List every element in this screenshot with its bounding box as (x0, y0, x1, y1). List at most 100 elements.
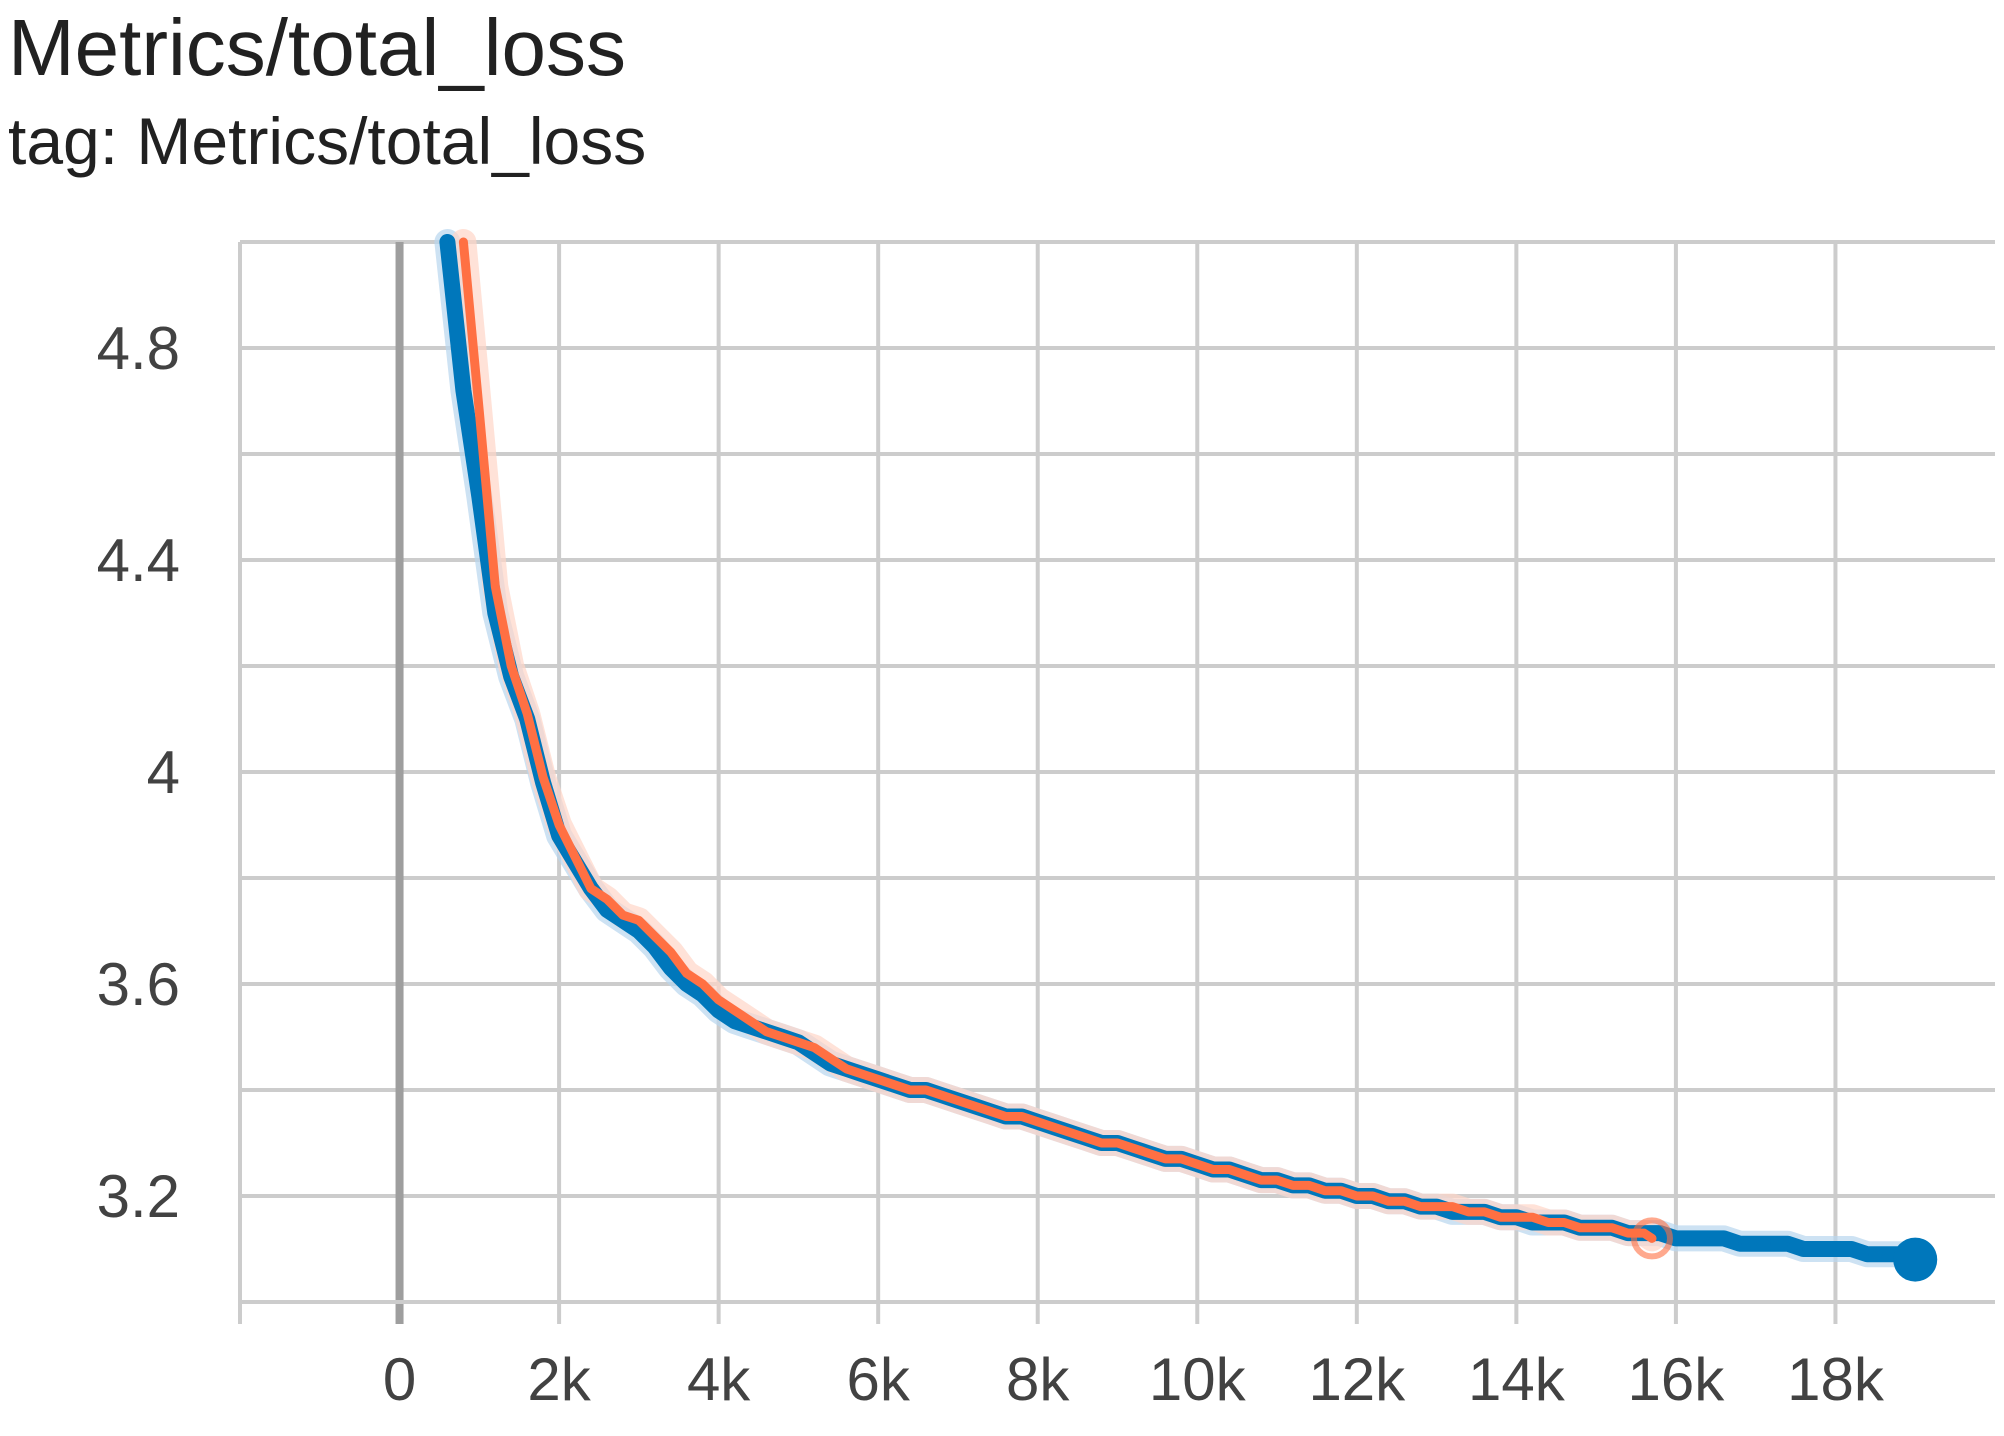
x-tick-label: 10k (1149, 1346, 1247, 1413)
series-1-point (669, 950, 673, 954)
x-tick-label: 6k (846, 1346, 910, 1413)
y-tick-label: 4 (147, 739, 180, 806)
raw-series-layer (434, 229, 1929, 1273)
series-1-point (1650, 1236, 1654, 1240)
y-tick-label: 4.8 (97, 315, 180, 382)
series-0-point (701, 993, 705, 997)
series-0-point (1786, 1242, 1790, 1246)
series-1-point (1498, 1215, 1502, 1219)
series-0-point (1818, 1247, 1821, 1251)
series-1-point (621, 913, 625, 917)
series-1-point (477, 410, 481, 414)
series-0-point (1754, 1242, 1758, 1246)
series-1-point (749, 1019, 753, 1023)
series-0-point (685, 982, 689, 986)
y-axis-ticks: 3.2 3.6 4 4.4 4.8 (97, 315, 180, 1230)
series-1-point (685, 971, 689, 975)
series-1-point (589, 887, 593, 891)
series-1-point (733, 1009, 737, 1012)
series-0-point (1849, 1247, 1853, 1251)
series-1-point (844, 1067, 848, 1071)
series-1-point (573, 855, 577, 859)
series-1-point (1323, 1189, 1327, 1193)
x-tick-label: 8k (1006, 1346, 1070, 1413)
y-tick-label: 3.2 (97, 1163, 180, 1230)
x-tick-label: 4k (687, 1346, 751, 1413)
series-1-point (1211, 1168, 1215, 1171)
x-tick-label: 0 (383, 1346, 416, 1413)
series-1-point (1451, 1205, 1455, 1209)
series-1-point (908, 1088, 912, 1092)
series-1-point (461, 240, 465, 244)
series-1-point (1562, 1221, 1566, 1224)
series-1-point (1100, 1141, 1104, 1145)
series-0-point (1690, 1236, 1694, 1240)
series-0-point (1865, 1252, 1869, 1256)
series-1-point (525, 712, 529, 716)
series-1-point (1419, 1205, 1423, 1209)
series-0-point (637, 929, 641, 933)
series-1-point (940, 1093, 944, 1097)
series-1-point (876, 1077, 880, 1081)
x-tick-label: 16k (1628, 1346, 1726, 1413)
series-1-point (509, 664, 513, 668)
series-0-point (1802, 1247, 1806, 1251)
series-1-point (796, 1040, 800, 1044)
series-1-point (780, 1035, 784, 1039)
series-1-point (1179, 1157, 1183, 1161)
series-0-point (1881, 1252, 1885, 1256)
x-tick-label: 18k (1787, 1346, 1885, 1413)
series-0-point (1706, 1236, 1710, 1240)
series-1-point (1467, 1210, 1470, 1214)
chart-title: Metrics/total_loss (8, 3, 626, 92)
series-1-end-marker (1630, 1217, 1673, 1260)
series-1-point (1355, 1194, 1359, 1198)
series-1-point (765, 1030, 768, 1034)
series-1-point (1546, 1221, 1550, 1224)
x-tick-label: 14k (1468, 1346, 1566, 1413)
series-1-point (541, 775, 545, 779)
series-1-point (557, 823, 561, 827)
series-0-point (717, 1009, 721, 1012)
series-1-point (1339, 1189, 1343, 1193)
series-1-point (1147, 1152, 1151, 1156)
series-1-point (1578, 1226, 1582, 1230)
series-1-point (1514, 1215, 1518, 1219)
series-1-point (956, 1099, 960, 1103)
series-0-point (653, 945, 657, 949)
series-1-point (1068, 1130, 1072, 1134)
series-1-point (1387, 1199, 1391, 1203)
series-1-point (812, 1046, 816, 1050)
series-0-point (477, 494, 481, 498)
series-1-point (637, 918, 641, 922)
series-1-point (1036, 1120, 1040, 1124)
chart-subtitle: tag: Metrics/total_loss (8, 104, 647, 178)
series-1-point (1052, 1125, 1056, 1129)
series-0-end-marker (1893, 1237, 1938, 1282)
series-1-point (717, 998, 721, 1002)
series-0-point (669, 966, 673, 970)
series-1-point (988, 1109, 992, 1113)
series-1-point (1403, 1199, 1407, 1203)
series-1-point (828, 1056, 832, 1060)
series-1-point (1482, 1210, 1486, 1214)
series-1-point (1610, 1226, 1614, 1230)
x-axis-ticks: 0 2k 4k 6k 8k 10k 12k 14k 16k 18k (383, 1346, 1885, 1413)
series-1-point (1227, 1168, 1231, 1171)
series-1-point (1435, 1205, 1439, 1209)
series-1-point (860, 1072, 864, 1076)
series-1-point (1020, 1115, 1024, 1118)
series-1-point (1084, 1136, 1088, 1140)
series-1-point (1371, 1194, 1375, 1198)
series-0-point (1658, 1231, 1662, 1235)
series-1-point (972, 1104, 976, 1108)
x-tick-label: 2k (527, 1346, 591, 1413)
series-1-point (1626, 1231, 1630, 1235)
series-1-point (653, 934, 657, 938)
y-tick-label: 4.4 (97, 527, 180, 594)
series-0-point (1674, 1236, 1678, 1240)
series-1-point (1275, 1178, 1279, 1182)
series-1-point (1291, 1183, 1295, 1187)
series-0-point (1722, 1236, 1726, 1240)
